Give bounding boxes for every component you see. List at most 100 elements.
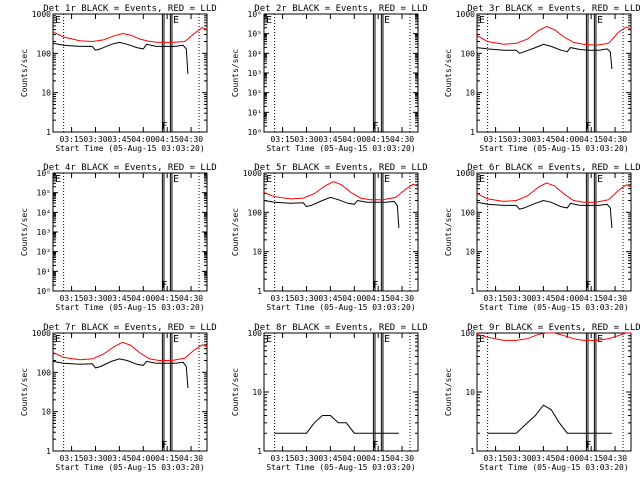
events-series-line: [263, 196, 400, 229]
plot-frame: [52, 13, 208, 133]
y-axis-label: Counts/sec: [444, 49, 453, 97]
y-tick-label: 10⁴: [248, 49, 262, 58]
x-tick-label: 03:15: [60, 135, 84, 144]
y-axis-label: Counts/sec: [20, 208, 29, 256]
x-tick-label: 03:30: [83, 135, 107, 144]
panel-title: Det 8r BLACK = Events, RED = LLD: [254, 323, 427, 333]
y-tick-label: 10⁴: [37, 208, 51, 217]
x-tick-label: 04:30: [603, 454, 627, 463]
flag-letter-f: F: [585, 280, 591, 291]
plot-frame: [263, 13, 419, 133]
y-tick-label: 1000: [456, 169, 475, 178]
x-tick-label: 04:15: [155, 454, 179, 463]
flag-letter-f: F: [161, 440, 167, 451]
y-tick-label: 1: [257, 287, 262, 296]
x-tick-label: 04:15: [366, 294, 390, 303]
x-tick-label: 03:30: [294, 454, 318, 463]
x-axis-label: Start Time (05-Aug-15 03:03:20): [55, 144, 204, 153]
x-tick-label: 04:15: [155, 135, 179, 144]
flag-letter-end: E: [597, 15, 603, 26]
x-tick-label: 03:30: [83, 454, 107, 463]
x-tick-label: 04:30: [179, 294, 203, 303]
y-tick-label: 1000: [32, 329, 51, 338]
x-tick-label: 04:30: [179, 135, 203, 144]
panel-title: Det 3r BLACK = Events, RED = LLD: [467, 4, 640, 14]
events-series-line: [476, 43, 613, 70]
x-tick-label: 03:45: [531, 135, 555, 144]
lld-series-line: [476, 25, 632, 46]
y-tick-label: 100: [461, 329, 476, 338]
x-axis-label: Start Time (05-Aug-15 03:03:20): [479, 303, 628, 312]
y-axis-label: Counts/sec: [231, 368, 240, 416]
flag-letter-f: F: [372, 121, 378, 132]
panel-title: Det 2r BLACK = Events, RED = LLD: [254, 4, 427, 14]
y-tick-label: 10²: [248, 89, 262, 98]
plot-frame: [476, 13, 632, 133]
flag-letter-f: F: [161, 280, 167, 291]
x-tick-label: 04:00: [131, 294, 155, 303]
x-axis-label: Start Time (05-Aug-15 03:03:20): [55, 463, 204, 472]
lld-series-line: [52, 27, 208, 43]
y-tick-label: 10: [465, 248, 475, 257]
x-tick-label: 03:15: [484, 135, 508, 144]
x-tick-label: 03:45: [531, 454, 555, 463]
x-axis-label: Start Time (05-Aug-15 03:03:20): [266, 303, 415, 312]
flag-letter-start: E: [479, 174, 485, 185]
panel-title: Det 7r BLACK = Events, RED = LLD: [43, 323, 216, 333]
x-tick-label: 03:15: [271, 294, 295, 303]
x-tick-label: 03:45: [318, 294, 342, 303]
x-tick-label: 04:15: [579, 294, 603, 303]
y-tick-label: 100: [461, 49, 476, 58]
panel-title: Det 9r BLACK = Events, RED = LLD: [467, 323, 640, 333]
flag-letter-end: E: [173, 334, 179, 345]
flag-letter-start: E: [266, 15, 272, 26]
y-tick-label: 1: [470, 287, 475, 296]
y-tick-label: 10: [252, 248, 262, 257]
panel-title: Det 4r BLACK = Events, RED = LLD: [43, 163, 216, 173]
x-tick-label: 03:45: [318, 135, 342, 144]
x-tick-label: 04:00: [555, 135, 579, 144]
y-tick-label: 10: [465, 388, 475, 397]
flag-letter-start: E: [479, 334, 485, 345]
y-tick-label: 10¹: [37, 267, 51, 276]
flag-letter-start: E: [479, 15, 485, 26]
x-tick-label: 04:30: [179, 454, 203, 463]
panel-title: Det 6r BLACK = Events, RED = LLD: [467, 163, 640, 173]
y-tick-label: 1: [46, 447, 51, 456]
y-tick-label: 10³: [37, 228, 51, 237]
x-tick-label: 03:15: [271, 135, 295, 144]
x-tick-label: 03:30: [83, 294, 107, 303]
x-tick-label: 03:30: [507, 454, 531, 463]
plot-frame: [476, 172, 632, 292]
panel-title: Det 5r BLACK = Events, RED = LLD: [254, 163, 427, 173]
y-tick-label: 10²: [37, 248, 51, 257]
x-tick-label: 03:15: [271, 454, 295, 463]
lld-series-line: [476, 182, 632, 203]
x-tick-label: 04:15: [366, 454, 390, 463]
x-tick-label: 03:30: [507, 135, 531, 144]
y-axis-label: Counts/sec: [20, 368, 29, 416]
panel-title: Det 1r BLACK = Events, RED = LLD: [43, 4, 216, 14]
x-tick-label: 04:00: [342, 294, 366, 303]
y-tick-label: 10¹: [248, 108, 262, 117]
flag-letter-end: E: [384, 15, 390, 26]
events-series-line: [274, 415, 399, 434]
panel-det-9: Det 9r BLACK = Events, RED = LLDEFE11010…: [444, 323, 640, 472]
y-tick-label: 1: [470, 447, 475, 456]
x-tick-label: 04:15: [155, 294, 179, 303]
y-axis-label: Counts/sec: [444, 208, 453, 256]
flag-letter-start: E: [266, 174, 272, 185]
x-tick-label: 04:00: [342, 135, 366, 144]
y-tick-label: 10⁰: [37, 287, 51, 296]
x-tick-label: 03:45: [107, 294, 131, 303]
plot-frame: [52, 172, 208, 292]
x-tick-label: 03:15: [60, 454, 84, 463]
flag-letter-end: E: [384, 334, 390, 345]
y-tick-label: 10: [41, 408, 51, 417]
y-axis-label: Counts/sec: [444, 368, 453, 416]
